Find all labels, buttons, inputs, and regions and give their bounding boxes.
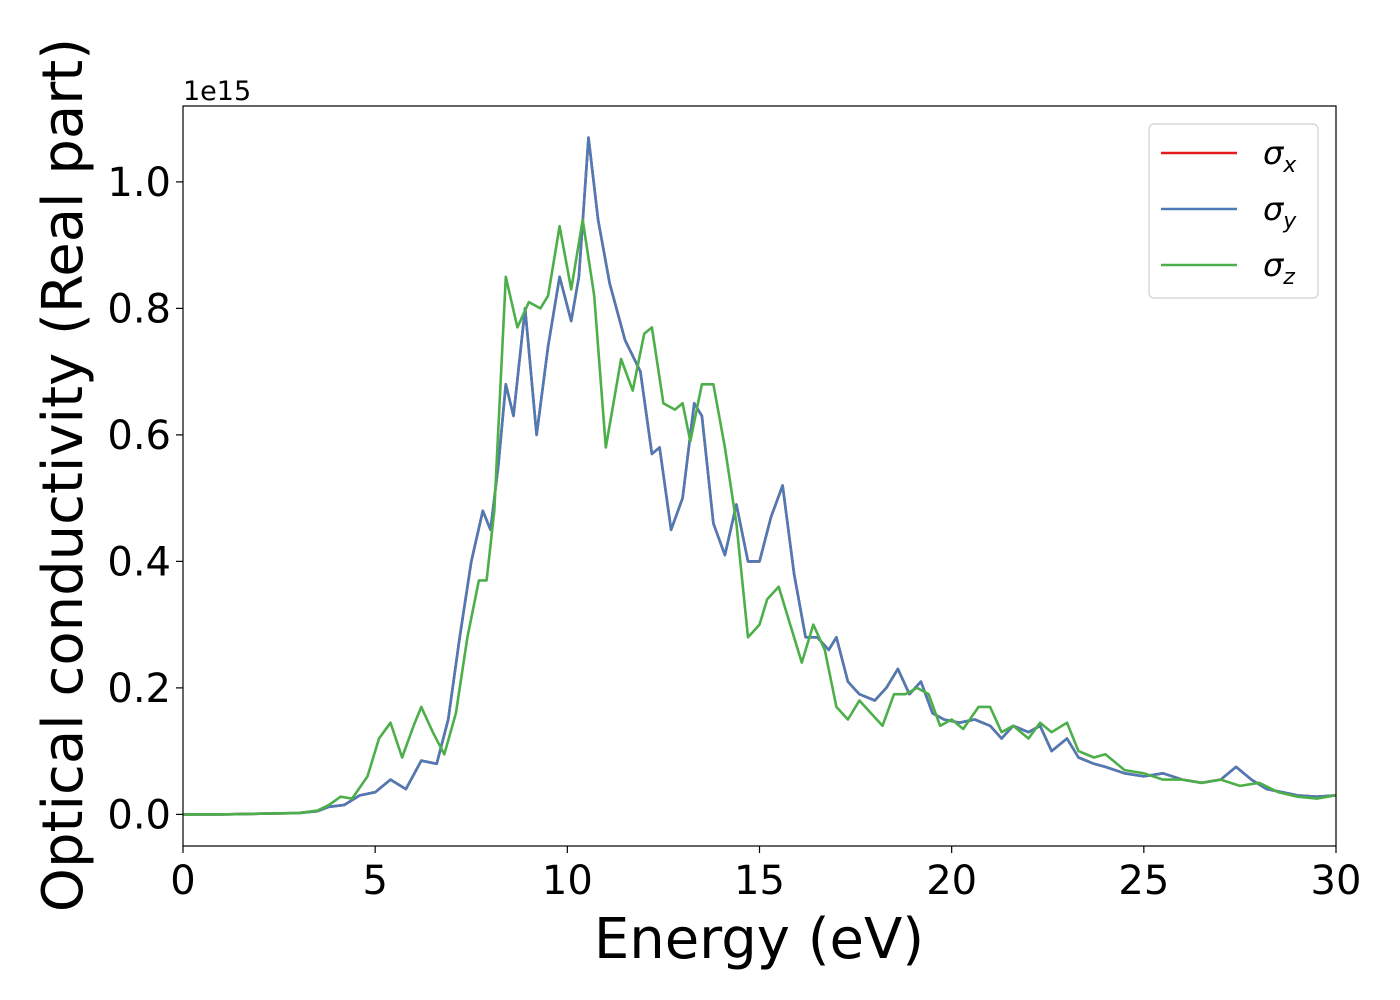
x-tick-label: 30 xyxy=(1311,858,1362,904)
legend-label-x: σx xyxy=(1263,134,1297,178)
x-tick-label: 10 xyxy=(542,858,593,904)
y-tick-label: 1.0 xyxy=(107,160,171,206)
legend: σx σy σz xyxy=(1148,123,1319,299)
y-axis-label: Optical conductivity (Real part) xyxy=(31,38,96,912)
x-axis: 0 5 10 15 20 25 30 xyxy=(170,846,1361,904)
series-line-y xyxy=(183,136,1337,816)
legend-label-y: σy xyxy=(1263,190,1297,234)
x-tick-label: 15 xyxy=(734,858,785,904)
x-tick-label: 20 xyxy=(926,858,977,904)
legend-frame xyxy=(1148,123,1319,299)
x-tick-label: 5 xyxy=(362,858,387,904)
series-layer xyxy=(183,136,1337,816)
legend-label-z: σz xyxy=(1263,246,1295,290)
x-axis-label: Energy (eV) xyxy=(594,907,924,972)
series-line-z xyxy=(183,218,1337,816)
y-tick-label: 0.4 xyxy=(107,539,171,585)
x-tick-label: 25 xyxy=(1118,858,1169,904)
y-axis: 0.0 0.2 0.4 0.6 0.8 1.0 xyxy=(107,160,183,838)
x-tick-label: 0 xyxy=(170,858,195,904)
y-tick-label: 0.0 xyxy=(107,792,171,838)
y-tick-label: 0.2 xyxy=(107,666,171,712)
y-tick-label: 0.6 xyxy=(107,413,171,459)
y-axis-offset-text: 1e15 xyxy=(183,76,251,107)
y-tick-label: 0.8 xyxy=(107,286,171,332)
